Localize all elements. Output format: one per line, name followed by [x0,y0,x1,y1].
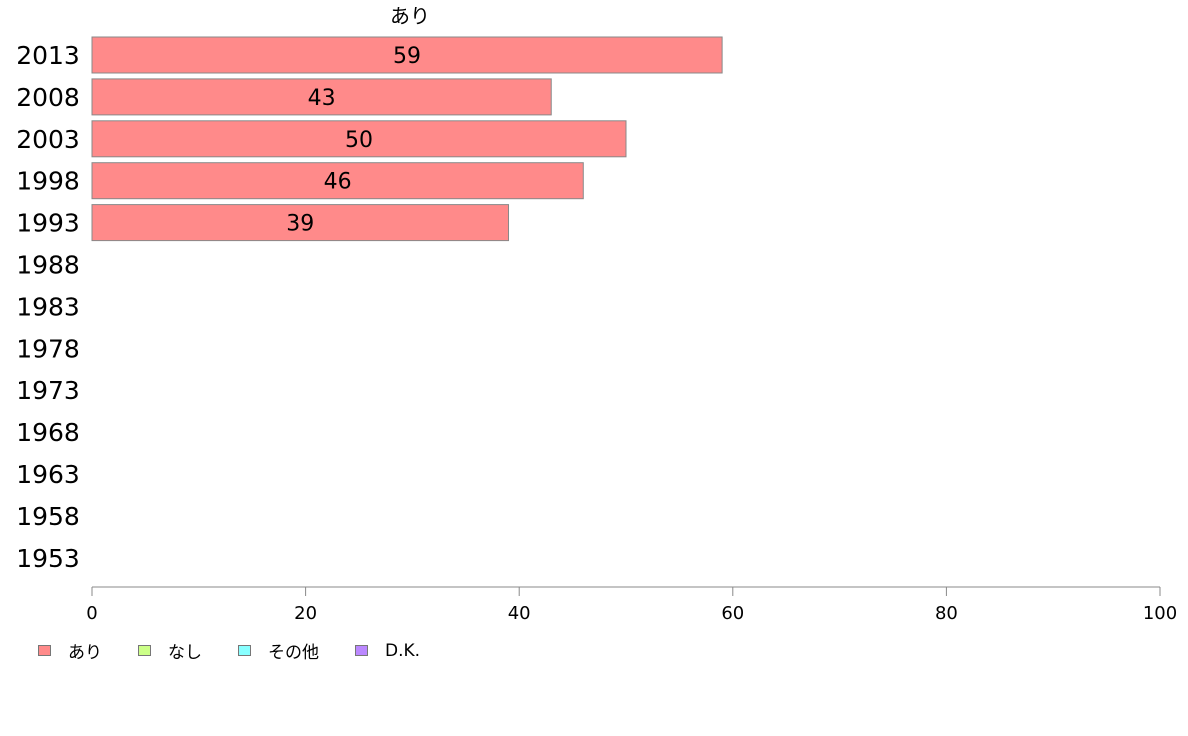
bar-1998 [91,162,584,200]
legend-swatch-dk [355,645,368,656]
x-tick-label-80: 80 [935,603,958,624]
legend-label-ari: あり [68,643,102,663]
bar-value-label-2013: 59 [393,44,421,69]
legend-item-ari: あり [38,638,102,663]
category-label-1978: 1978 [16,334,80,363]
legend-item-sonota: その他 [238,638,319,663]
category-label-2003: 2003 [16,125,80,154]
x-tick-label-40: 40 [508,603,531,624]
category-label-1983: 1983 [16,292,80,321]
x-tick-label-60: 60 [721,603,744,624]
bar-value-label-2008: 43 [308,86,336,111]
legend-label-dk: D.K. [385,640,421,661]
legend-item-dk: D.K. [355,641,420,661]
category-label-1958: 1958 [16,502,80,531]
category-label-2013: 2013 [16,41,80,70]
x-tick-label-20: 20 [294,603,317,624]
bar-value-label-1998: 46 [324,170,352,195]
category-label-1998: 1998 [16,167,80,196]
legend-item-nashi: なし [138,638,202,663]
bar-2003 [91,120,627,158]
category-label-2008: 2008 [16,83,80,112]
category-label-1968: 1968 [16,418,80,447]
legend: あり なし その他 D.K. [38,638,456,663]
series-title: あり [390,4,430,28]
bar-2013 [91,36,723,74]
category-label-1973: 1973 [16,376,80,405]
legend-swatch-nashi [138,645,151,656]
bar-value-label-1993: 39 [286,212,314,237]
category-label-1953: 1953 [16,544,80,573]
legend-label-sonota: その他 [268,643,319,663]
x-tick-label-100: 100 [1143,603,1177,624]
legend-swatch-ari [38,645,51,656]
bar-value-label-2003: 50 [345,128,373,153]
x-tick-label-0: 0 [86,603,97,624]
category-label-1993: 1993 [16,209,80,238]
category-label-1988: 1988 [16,251,80,280]
category-label-1963: 1963 [16,460,80,489]
bar-1993 [91,204,510,242]
legend-label-nashi: なし [168,643,202,663]
legend-swatch-sonota [238,645,251,656]
bar-2008 [91,78,552,116]
